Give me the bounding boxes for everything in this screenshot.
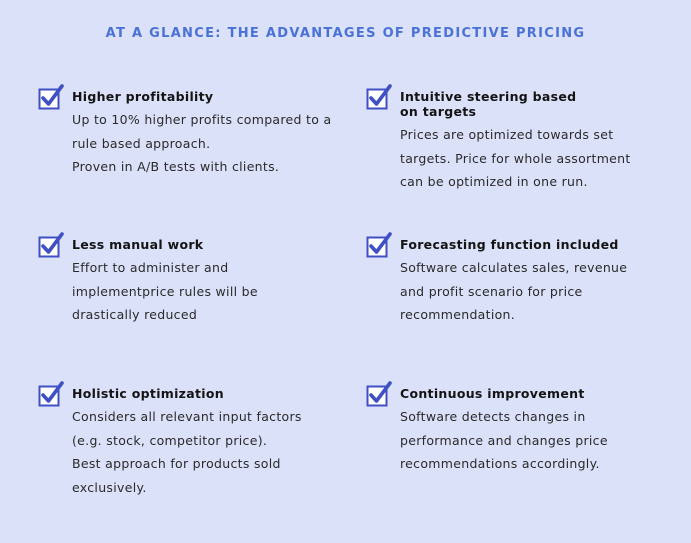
advantage-item-forecasting-function: Forecasting function included Software c…	[366, 232, 655, 327]
advantage-item-less-manual-work: Less manual work Effort to administer an…	[38, 232, 292, 327]
advantage-title: Holistic optimization	[72, 386, 224, 401]
advantage-title: Intuitive steering based on targets	[400, 89, 577, 119]
advantage-description: Software detects changes in performance …	[400, 409, 608, 471]
checkbox-checked-icon	[366, 381, 392, 407]
checkbox-checked-icon	[38, 232, 64, 258]
advantage-description: Software calculates sales, revenue and p…	[400, 260, 628, 322]
advantage-title: Forecasting function included	[400, 237, 619, 252]
advantage-item-intuitive-steering: Intuitive steering based on targets Pric…	[366, 84, 655, 194]
advantage-description: Considers all relevant input factors (e.…	[72, 409, 302, 495]
advantage-title: Higher profitability	[72, 89, 214, 104]
advantage-description: Effort to administer and implementprice …	[72, 260, 258, 322]
advantage-description: Prices are optimized towards set targets…	[400, 127, 631, 189]
checkbox-checked-icon	[38, 84, 64, 110]
advantage-item-holistic-optimization: Holistic optimization Considers all rele…	[38, 381, 327, 499]
page-title: AT A GLANCE: THE ADVANTAGES OF PREDICTIV…	[105, 26, 586, 41]
advantage-title: Less manual work	[72, 237, 204, 252]
checkbox-checked-icon	[366, 232, 392, 258]
advantage-item-continuous-improvement: Continuous improvement Software detects …	[366, 381, 640, 476]
checkbox-checked-icon	[38, 381, 64, 407]
advantage-title: Continuous improvement	[400, 386, 585, 401]
checkbox-checked-icon	[366, 84, 392, 110]
advantage-description: Up to 10% higher profits compared to a r…	[72, 112, 332, 174]
advantage-item-higher-profitability: Higher profitability Up to 10% higher pr…	[38, 84, 337, 179]
